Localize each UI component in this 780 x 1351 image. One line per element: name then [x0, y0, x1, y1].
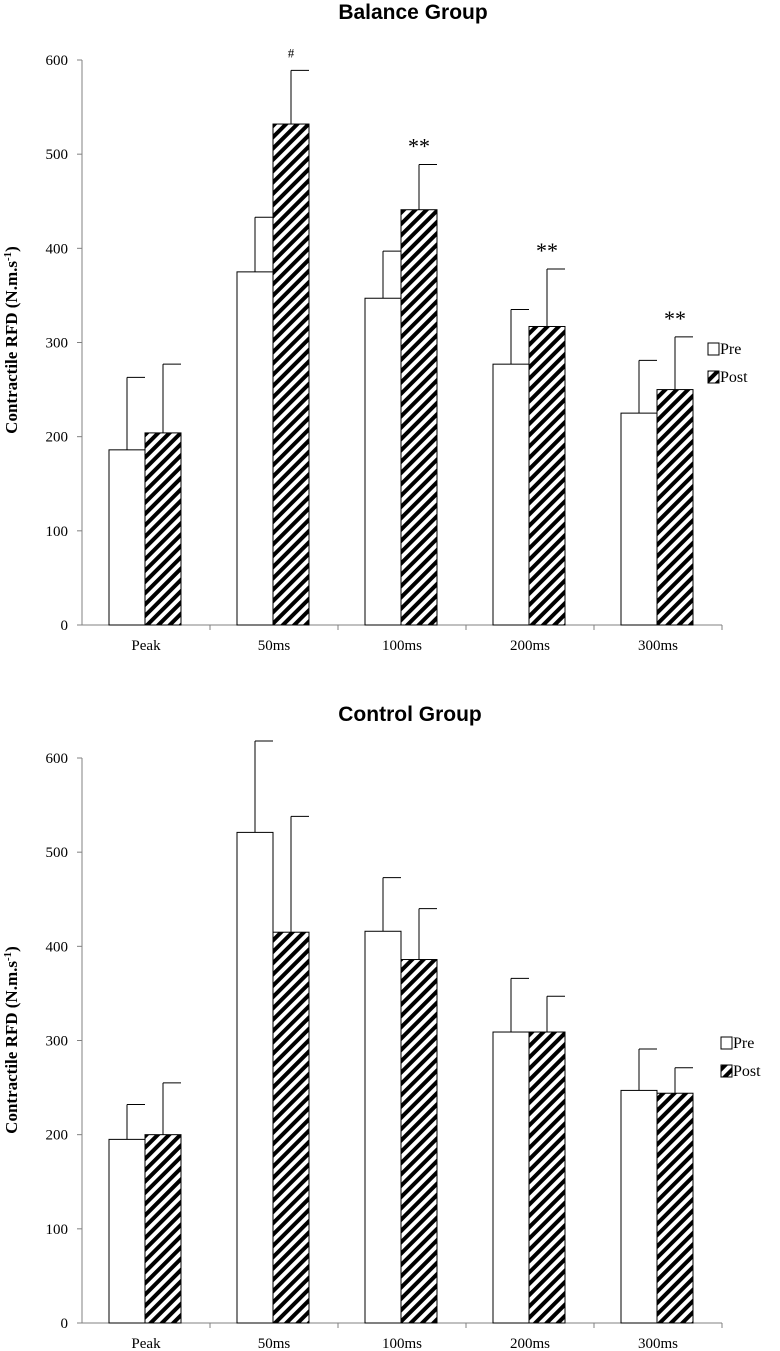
x-tick-label: 300ms	[638, 1336, 678, 1351]
y-tick-label: 500	[46, 845, 69, 861]
bar-post	[528, 1031, 566, 1324]
x-tick-label: 50ms	[258, 638, 291, 654]
x-tick-label: 100ms	[382, 1336, 422, 1351]
y-tick-label: 100	[46, 1222, 69, 1238]
bar-post	[400, 959, 438, 1324]
y-axis-label-main: Contractile RFD (N.m.s	[2, 261, 21, 434]
bar-pre	[236, 271, 274, 626]
bar-post	[656, 389, 694, 626]
y-tick-label: 200	[46, 1128, 69, 1144]
y-tick-label: 0	[61, 1316, 69, 1332]
significance-marker: **	[536, 238, 558, 263]
legend-swatch-post	[720, 1064, 733, 1078]
bar-post	[272, 123, 310, 626]
significance-marker: #	[288, 45, 295, 60]
y-axis-label-superscript: -1	[2, 252, 14, 261]
x-tick-label: 200ms	[510, 638, 550, 654]
legend-label-pre: Pre	[733, 1035, 754, 1052]
chart-title: Control Group	[338, 703, 481, 726]
bar-pre	[492, 363, 530, 626]
y-tick-label: 300	[46, 1034, 69, 1050]
y-tick-label: 100	[46, 524, 69, 540]
y-axis-label-tail: )	[2, 246, 21, 252]
x-tick-label: Peak	[131, 638, 161, 654]
y-tick-label: 0	[61, 618, 69, 634]
significance-marker: **	[664, 306, 686, 331]
bar-pre	[108, 1138, 146, 1324]
legend: Pre Post	[707, 341, 748, 386]
x-tick-label: 300ms	[638, 638, 678, 654]
y-tick-label: 400	[46, 939, 69, 955]
x-tick-label: 100ms	[382, 638, 422, 654]
bar-pre	[108, 449, 146, 626]
x-tick-label: Peak	[131, 1336, 161, 1351]
bar-post	[656, 1092, 694, 1324]
bar-pre	[620, 1089, 658, 1324]
y-axis-label-superscript: -1	[2, 952, 14, 961]
bar-post	[400, 209, 438, 626]
legend: Pre Post	[720, 1035, 761, 1080]
y-tick-label: 600	[46, 751, 69, 767]
balance-group-chart: Balance Group Contractile RFD (N.m.s-1) …	[2, 1, 748, 654]
legend-swatch-pre	[720, 1036, 733, 1050]
legend-label-post: Post	[720, 369, 748, 386]
y-tick-label: 400	[46, 241, 69, 257]
legend-label-post: Post	[733, 1063, 761, 1080]
bar-pre	[492, 1031, 530, 1324]
bar-post	[272, 931, 310, 1324]
y-tick-label: 500	[46, 147, 69, 163]
y-axis-label: Contractile RFD (N.m.s-1)	[2, 246, 21, 434]
bar-post	[144, 432, 182, 626]
bar-pre	[364, 930, 402, 1324]
bar-post	[144, 1134, 182, 1324]
chart-title: Balance Group	[338, 1, 487, 24]
bar-pre	[620, 412, 658, 626]
y-axis-label: Contractile RFD (N.m.s-1)	[2, 946, 21, 1134]
bar-pre	[364, 297, 402, 626]
legend-swatch-pre	[707, 342, 720, 356]
legend-label-pre: Pre	[720, 341, 741, 358]
x-tick-label: 200ms	[510, 1336, 550, 1351]
y-axis-label-main: Contractile RFD (N.m.s	[2, 961, 21, 1134]
legend-swatch-post	[707, 370, 720, 384]
y-tick-label: 600	[46, 53, 69, 69]
significance-marker: **	[408, 134, 430, 159]
bar-post	[528, 325, 566, 626]
control-group-chart: Control Group Contractile RFD (N.m.s-1) …	[2, 703, 761, 1351]
y-tick-label: 200	[46, 430, 69, 446]
bar-pre	[236, 831, 274, 1324]
y-tick-label: 300	[46, 336, 69, 352]
x-tick-label: 50ms	[258, 1336, 291, 1351]
y-axis-label-tail: )	[2, 946, 21, 952]
